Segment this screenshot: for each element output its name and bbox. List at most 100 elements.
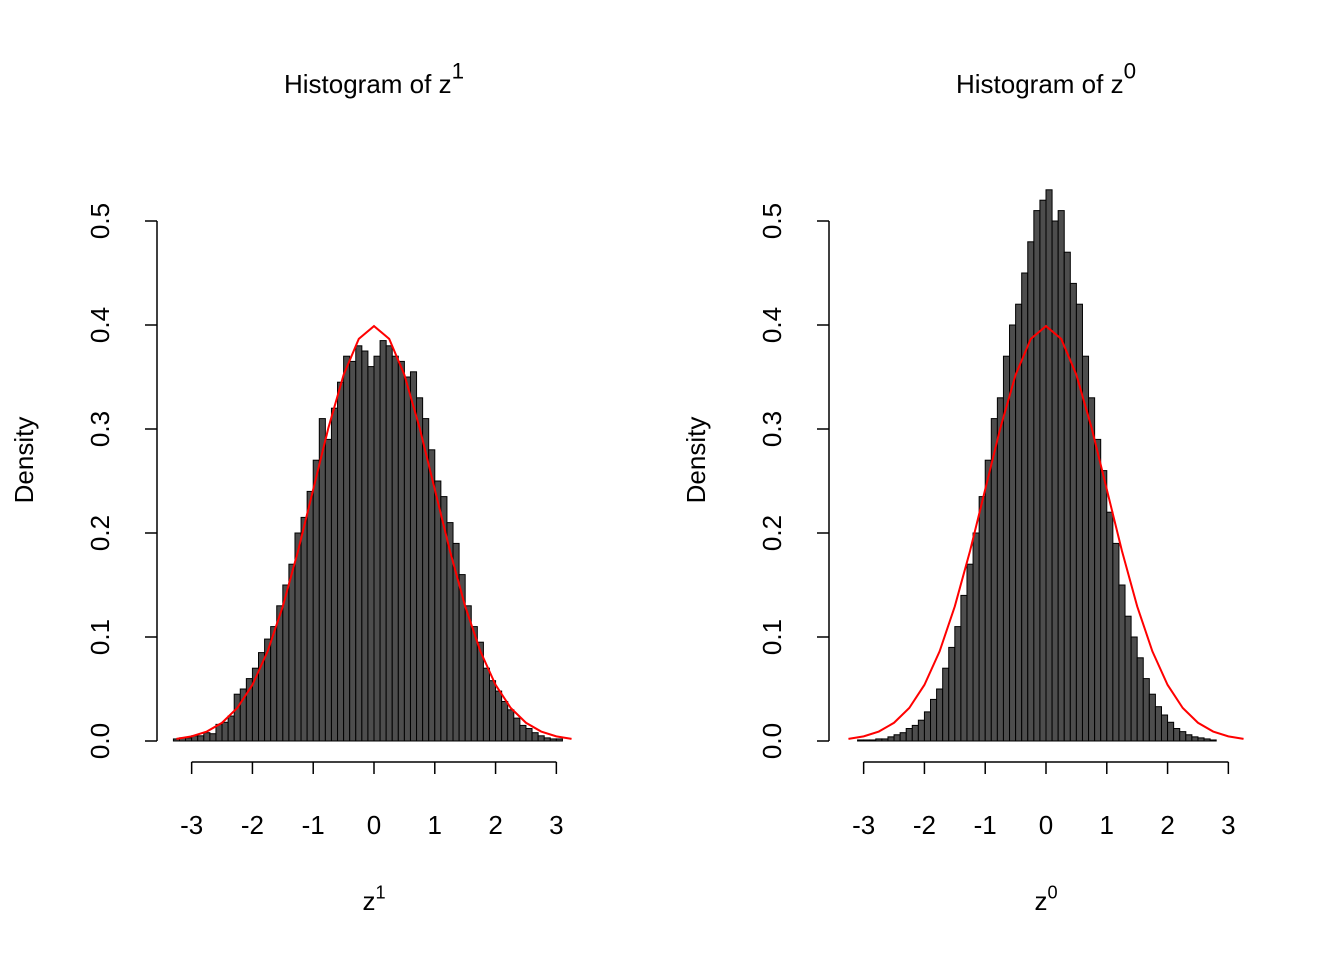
bar: [887, 736, 895, 742]
bar: [209, 733, 217, 742]
x-tick-label: 0: [1039, 810, 1053, 840]
bar: [1160, 714, 1169, 742]
x-tick-label: -3: [852, 810, 875, 840]
chart-title-sup: 0: [1124, 59, 1136, 84]
bar: [1069, 282, 1077, 742]
bar: [875, 738, 883, 742]
bar: [324, 438, 332, 742]
bar: [960, 594, 968, 742]
bar: [416, 397, 424, 742]
bar: [233, 693, 241, 742]
bar: [276, 605, 284, 742]
bar: [1057, 210, 1065, 742]
bar: [1075, 303, 1083, 742]
x-tick-label: 1: [1100, 810, 1114, 840]
bar: [300, 516, 308, 742]
bar: [282, 584, 290, 742]
bar: [1027, 241, 1035, 742]
chart-title-sup: 1: [452, 59, 464, 84]
chart-title-main: Histogram of z: [284, 69, 452, 99]
x-tick-label: 1: [428, 810, 442, 840]
bar: [428, 449, 436, 742]
x-axis-label: z1: [362, 882, 385, 916]
bar: [203, 732, 211, 742]
bar: [355, 345, 363, 742]
x-axis-label: z0: [1034, 882, 1057, 916]
bar: [391, 355, 399, 742]
bar: [1148, 693, 1156, 742]
bar: [403, 376, 411, 742]
y-tick-label: 0.5: [85, 203, 115, 239]
y-tick-label: 0.2: [85, 515, 115, 551]
x-tick-label: -3: [180, 810, 203, 840]
bar: [948, 646, 956, 742]
bar: [1094, 438, 1102, 742]
bar: [1112, 542, 1120, 742]
bar: [1209, 739, 1217, 742]
chart-title: Histogram of z1: [284, 59, 464, 99]
bar: [1106, 511, 1114, 742]
bar: [1033, 210, 1041, 742]
density-curve: [848, 324, 1244, 740]
bar: [409, 371, 418, 742]
bar: [1136, 657, 1144, 742]
bar: [1173, 728, 1181, 742]
bar: [525, 728, 533, 742]
bar: [555, 738, 563, 742]
bar: [1039, 199, 1047, 742]
bar: [1154, 706, 1162, 742]
bar: [1063, 251, 1071, 742]
bar: [379, 340, 387, 742]
y-tick-label: 0.0: [85, 723, 115, 759]
bar: [857, 739, 865, 742]
x-tick-label: 3: [549, 810, 563, 840]
bar: [343, 355, 351, 742]
bar: [495, 690, 503, 742]
y-tick-label: 0.3: [757, 411, 787, 447]
bar: [312, 459, 320, 742]
bar: [869, 739, 877, 742]
x-axis-label-main: z: [362, 886, 375, 916]
bar: [221, 721, 229, 742]
bar: [349, 360, 357, 742]
y-tick-label: 0.3: [85, 411, 115, 447]
bar: [1130, 636, 1138, 742]
bar: [488, 680, 497, 742]
bar: [294, 532, 302, 742]
bar: [1191, 736, 1199, 742]
x-tick-label: 0: [367, 810, 381, 840]
bar: [1167, 721, 1175, 742]
bar: [966, 563, 974, 742]
bar: [1118, 584, 1126, 742]
x-tick-label: -2: [241, 810, 264, 840]
bar: [923, 711, 932, 742]
bar: [507, 709, 515, 742]
bar: [197, 735, 205, 742]
bar: [318, 418, 326, 742]
y-axis-label: Density: [9, 417, 39, 504]
bar: [288, 563, 296, 742]
y-tick-label: 0.1: [757, 619, 787, 655]
bar: [373, 355, 381, 742]
bar: [470, 626, 478, 742]
y-tick-label: 0.1: [85, 619, 115, 655]
bar: [385, 345, 393, 742]
x-tick-label: 3: [1221, 810, 1235, 840]
y-tick-label: 0.4: [85, 307, 115, 343]
bar: [978, 496, 986, 742]
bar: [996, 397, 1004, 742]
bar: [519, 724, 527, 742]
bar: [422, 418, 430, 742]
x-axis-label-main: z: [1034, 886, 1047, 916]
bar: [501, 700, 509, 742]
bar: [1203, 738, 1211, 742]
bar: [881, 738, 889, 742]
bar: [1045, 189, 1053, 742]
bar: [893, 734, 901, 742]
bar: [930, 698, 938, 742]
density-curve: [176, 324, 572, 740]
bar: [464, 605, 472, 742]
bar: [337, 381, 345, 742]
x-tick-label: 2: [488, 810, 502, 840]
